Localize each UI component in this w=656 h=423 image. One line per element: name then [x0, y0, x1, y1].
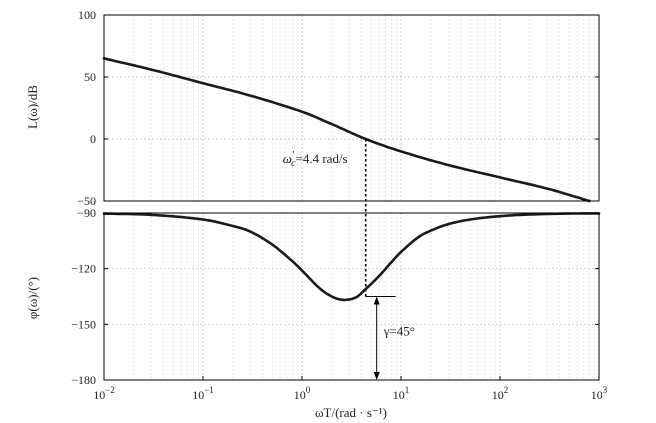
x-tick-label: 101	[393, 385, 410, 402]
crossover-prime: ′	[292, 150, 295, 161]
phase-y-ticks: −90 −120 −150 −180	[71, 206, 599, 387]
x-tick-base: 10	[294, 388, 306, 402]
x-tick-label: 100	[294, 385, 311, 402]
magnitude-y-tick-label: 50	[84, 70, 96, 84]
x-tick-exponent: −1	[204, 385, 214, 395]
x-tick-label: 102	[492, 385, 509, 402]
x-tick-label: 10−2	[93, 385, 115, 402]
magnitude-plot-frame	[103, 14, 600, 202]
frequency-x-axis-label: ωT/(rad · s⁻¹)	[315, 405, 387, 420]
phase-y-tick-label: −150	[71, 317, 96, 331]
phase-margin-arrowhead-bottom	[373, 372, 380, 380]
phase-y-tick-label: −90	[77, 206, 96, 220]
magnitude-y-axis-label: L(ω)/dB	[25, 85, 40, 129]
x-tick-base: 10	[192, 388, 204, 402]
x-tick-label: 10−1	[192, 385, 214, 402]
magnitude-grid	[104, 15, 599, 201]
phase-plot-frame	[103, 212, 600, 381]
x-tick-exponent: 2	[504, 385, 509, 395]
phase-y-tick-label: −120	[71, 262, 96, 276]
x-tick-base: 10	[591, 388, 603, 402]
phase-margin-label: γ=45°	[383, 323, 415, 338]
x-tick-exponent: 3	[603, 385, 608, 395]
magnitude-curve	[102, 57, 591, 203]
phase-curve	[102, 212, 601, 302]
crossover-value: =4.4 rad/s	[296, 151, 348, 166]
magnitude-y-tick-label: 0	[90, 132, 96, 146]
x-tick-exponent: 1	[405, 385, 410, 395]
frequency-x-ticks: 10−2 10−1 100 101 102 103	[93, 376, 608, 402]
magnitude-y-tick-label: 100	[78, 8, 96, 22]
magnitude-y-tick-label: −50	[77, 194, 96, 208]
magnitude-y-ticks: 100 50 0 −50	[77, 8, 599, 208]
crossover-omega: ω	[283, 151, 292, 166]
phase-panel: −90−120−150−180 10−2 10−1 100 101 102 103 φ(ω…	[25, 206, 608, 420]
crossover-frequency-label: ω′ c=4.4 rad/s	[283, 150, 348, 169]
x-tick-base: 10	[492, 388, 504, 402]
phase-grid	[104, 213, 599, 380]
crossover-subscript: c	[291, 158, 296, 169]
x-tick-base: 10	[93, 388, 105, 402]
x-tick-exponent: 0	[306, 385, 311, 395]
phase-margin-marker	[365, 296, 396, 380]
phase-y-tick-label: −180	[71, 373, 96, 387]
magnitude-panel: 100 50 0 −50 L(ω)/dB	[25, 8, 600, 208]
x-tick-base: 10	[393, 388, 405, 402]
phase-y-axis-label: φ(ω)/(°)	[25, 277, 40, 319]
x-tick-exponent: −2	[105, 385, 115, 395]
x-tick-label: 103	[591, 385, 608, 402]
phase-margin-arrowhead-top	[373, 296, 380, 305]
